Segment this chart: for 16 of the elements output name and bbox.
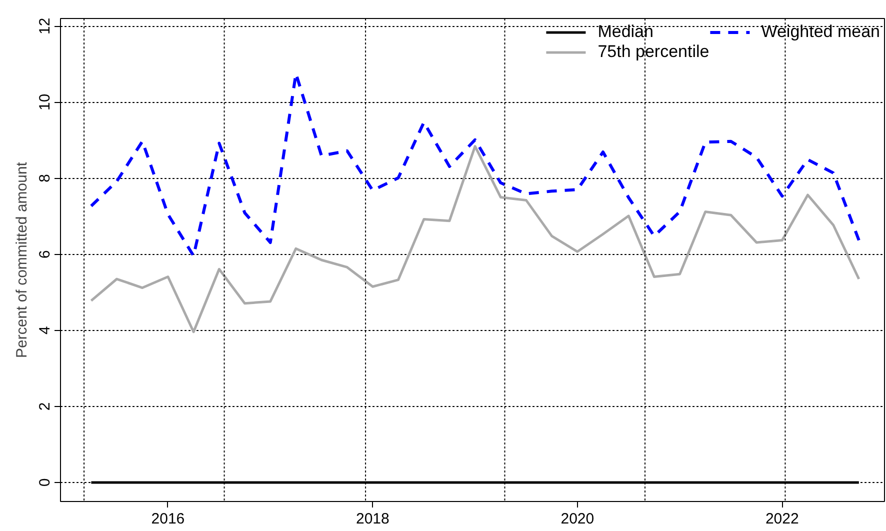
y-tick-label: 6: [36, 250, 54, 258]
x-tick-label: 2018: [356, 510, 390, 528]
y-tick-label: 12: [36, 18, 54, 34]
y-tick-label: 2: [36, 402, 54, 411]
y-tick-label: 4: [36, 326, 54, 335]
y-tick-label: 8: [36, 174, 54, 182]
line-series: [90, 145, 860, 334]
x-tick-label: 2016: [151, 510, 185, 528]
x-tick-label: 2022: [765, 510, 799, 528]
y-axis-title: Percent of committed amount: [14, 161, 30, 358]
y-tick-label: 10: [36, 94, 54, 111]
legend-label: Weighted mean: [761, 22, 880, 42]
legend-label: 75th percentile: [598, 42, 710, 62]
x-tick-label: 2020: [560, 510, 594, 528]
y-tick-label: 0: [36, 478, 54, 487]
legend-label: Median: [598, 22, 654, 42]
